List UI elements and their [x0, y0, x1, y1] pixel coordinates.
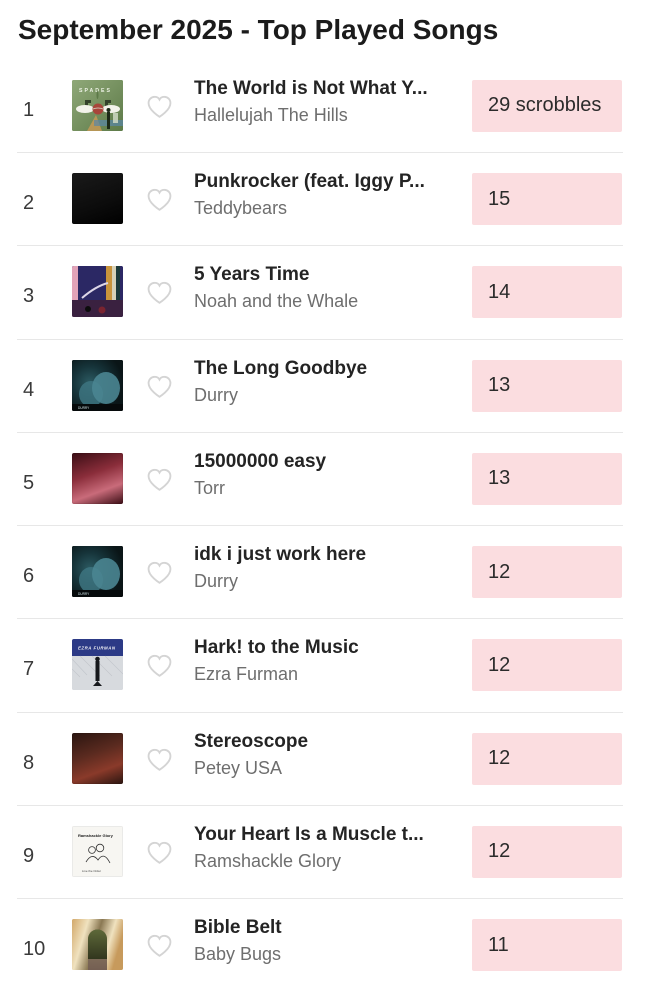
- svg-text:EZRA FURMAN: EZRA FURMAN: [78, 646, 116, 651]
- svg-text:SPADES: SPADES: [79, 88, 112, 94]
- svg-text:DURRY: DURRY: [78, 406, 90, 410]
- svg-text:DURRY: DURRY: [78, 592, 90, 596]
- svg-text:Ramshackle Glory: Ramshackle Glory: [78, 833, 114, 838]
- svg-text:Live the Order: Live the Order: [82, 869, 101, 873]
